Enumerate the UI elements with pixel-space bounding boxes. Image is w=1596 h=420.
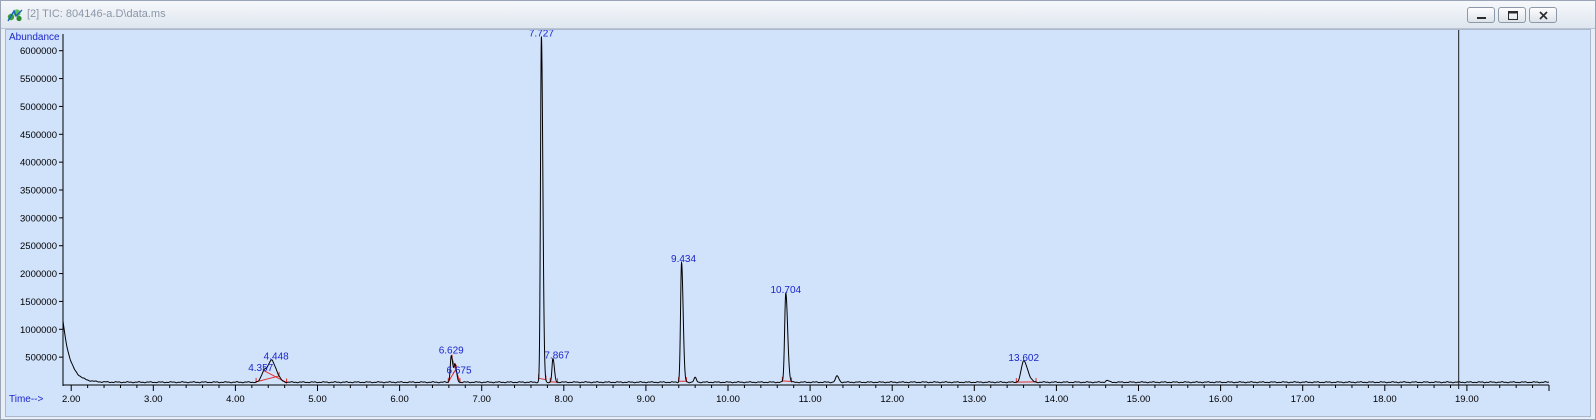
minimize-icon xyxy=(1477,17,1486,19)
y-tick-label: 500000 xyxy=(25,353,57,364)
x-tick-label: 12.00 xyxy=(880,394,904,405)
x-tick-label: 14.00 xyxy=(1045,394,1069,405)
tic-trace xyxy=(62,35,1550,384)
x-tick-label: 13.00 xyxy=(962,394,986,405)
peak-label: 13.602 xyxy=(1008,353,1039,364)
close-icon xyxy=(1539,11,1548,20)
y-axis: 500000 1000000 1500000 2000000 2500000 300000… xyxy=(20,34,64,386)
integration-baselines xyxy=(255,354,1037,384)
x-tick-label: 4.00 xyxy=(226,394,245,405)
x-tick-label: 16.00 xyxy=(1209,394,1233,405)
x-tick-label: 3.00 xyxy=(144,394,163,405)
peak-baseline xyxy=(782,380,792,383)
y-tick-label: 2000000 xyxy=(20,269,57,280)
x-tick-label: 8.00 xyxy=(555,394,574,405)
y-axis-label: Abundance xyxy=(9,32,60,43)
x-axis-label: Time--> xyxy=(9,394,44,405)
peak-label: 4.357 xyxy=(248,363,273,374)
minimize-button[interactable] xyxy=(1467,7,1495,23)
title-bar[interactable]: [2] TIC: 804146-a.D\data.ms xyxy=(1,1,1595,29)
y-tick-label: 3000000 xyxy=(20,213,57,224)
x-tick-label: 17.00 xyxy=(1291,394,1315,405)
x-tick-label: 15.00 xyxy=(1127,394,1151,405)
y-tick-label: 3500000 xyxy=(20,186,57,197)
x-tick-label: 19.00 xyxy=(1455,394,1479,405)
chromatogram-plot[interactable]: 500000 1000000 1500000 2000000 2500000 300000… xyxy=(6,30,1592,418)
window-title: [2] TIC: 804146-a.D\data.ms xyxy=(27,8,166,20)
y-tick-label: 1500000 xyxy=(20,297,57,308)
x-tick-label: 7.00 xyxy=(472,394,491,405)
x-tick-label: 9.00 xyxy=(637,394,656,405)
app-icon xyxy=(7,9,23,22)
peak-label: 4.448 xyxy=(264,352,289,363)
peak-label: 6.675 xyxy=(447,365,472,376)
x-tick-label: 6.00 xyxy=(390,394,409,405)
y-tick-label: 4500000 xyxy=(20,130,57,141)
peak-baseline xyxy=(538,377,546,381)
x-tick-label: 11.00 xyxy=(799,394,822,405)
y-tick-label: 1000000 xyxy=(20,325,57,336)
x-tick-label: 2.00 xyxy=(62,394,81,405)
y-tick-label: 4000000 xyxy=(20,158,57,169)
peak-label: 7.727 xyxy=(529,30,554,40)
peak-label: 10.704 xyxy=(771,285,802,296)
peak-label: 9.434 xyxy=(671,254,696,265)
restore-button[interactable] xyxy=(1498,7,1526,23)
y-tick-label: 5500000 xyxy=(20,74,57,85)
x-tick-label: 5.00 xyxy=(308,394,327,405)
close-button[interactable] xyxy=(1529,7,1557,23)
restore-icon xyxy=(1508,11,1518,20)
x-axis: 2.00 3.00 4.00 5.00 6.00 7.00 8.00 9.00 10.00 11.… xyxy=(62,384,1550,405)
x-tick-label: 10.00 xyxy=(716,394,740,405)
peak-label: 7.867 xyxy=(544,351,569,362)
y-tick-label: 2500000 xyxy=(20,241,57,252)
x-tick-label: 18.00 xyxy=(1373,394,1397,405)
plot-area[interactable]: 500000 1000000 1500000 2000000 2500000 300000… xyxy=(5,29,1591,417)
y-tick-label: 5000000 xyxy=(20,102,57,113)
tic-trace-line xyxy=(62,35,1550,384)
y-tick-label: 6000000 xyxy=(20,46,57,57)
peak-label: 6.629 xyxy=(439,345,464,356)
